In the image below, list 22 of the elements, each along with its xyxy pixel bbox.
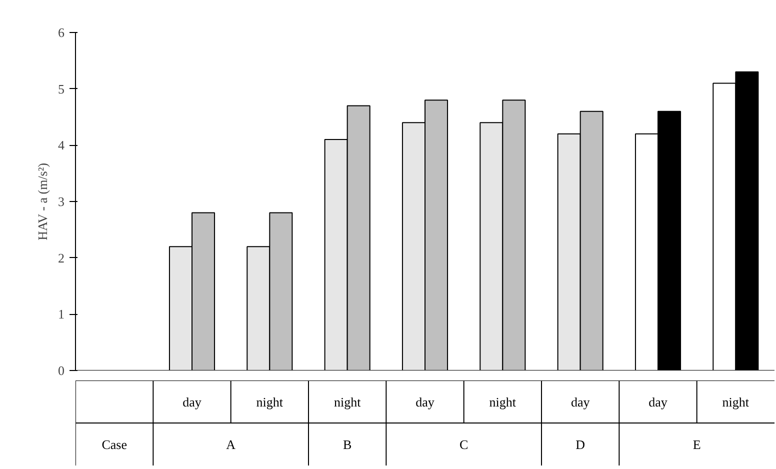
y-tick-label: 6 bbox=[58, 25, 65, 40]
x-tick-label: night bbox=[489, 394, 516, 410]
y-axis-title: HAV - a (m/s²) bbox=[35, 162, 50, 240]
text: D bbox=[576, 436, 586, 452]
text: B bbox=[343, 436, 352, 452]
text: C bbox=[460, 436, 468, 452]
y-tick-label: 4 bbox=[58, 138, 65, 153]
text: A bbox=[226, 436, 236, 452]
y-tick-label: 3 bbox=[58, 194, 64, 209]
x-tick-label: night bbox=[334, 394, 362, 410]
x-tick-label: night bbox=[722, 394, 750, 410]
text: Case bbox=[102, 436, 128, 452]
y-tick-label: 2 bbox=[58, 250, 64, 266]
y-tick-label: 5 bbox=[58, 81, 64, 96]
y-tick-label: 0 bbox=[58, 363, 64, 378]
x-tick-label: day bbox=[182, 394, 202, 410]
text: E bbox=[692, 436, 701, 452]
x-tick-label: day bbox=[648, 394, 668, 410]
x-tick-label: day bbox=[416, 394, 435, 410]
y-tick-label: 1 bbox=[58, 306, 64, 322]
x-tick-label: day bbox=[570, 394, 590, 410]
x-tick-label: night bbox=[256, 394, 284, 410]
